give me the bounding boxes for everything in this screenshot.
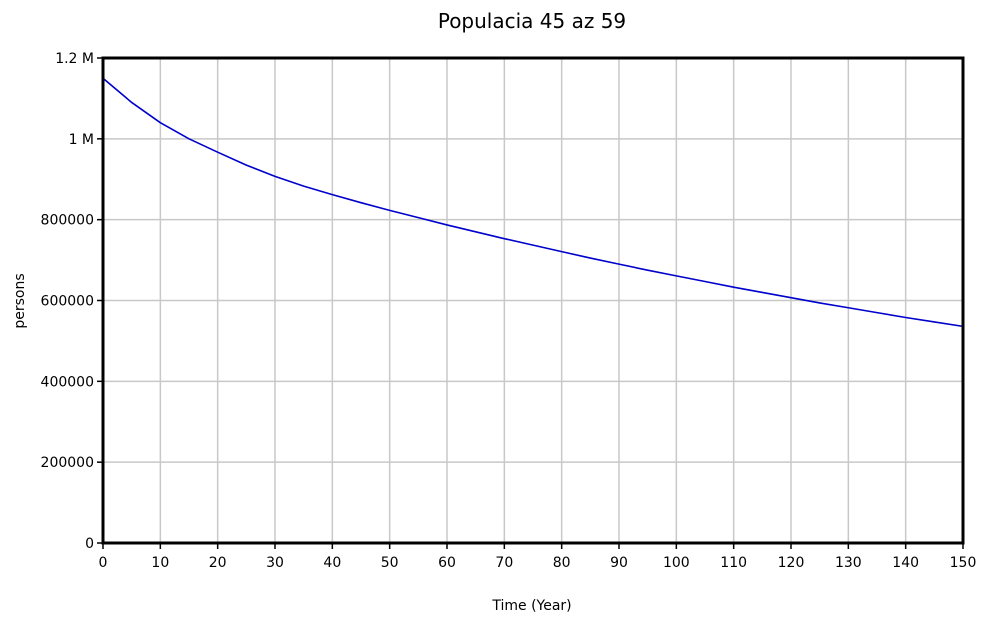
x-tick-label: 40 xyxy=(323,555,341,571)
y-tick-label: 1 M xyxy=(69,132,94,148)
x-tick-label: 130 xyxy=(835,555,862,571)
x-tick-label: 20 xyxy=(209,555,227,571)
y-tick-label: 800000 xyxy=(41,213,94,229)
x-tick-label: 100 xyxy=(663,555,690,571)
x-tick-label: 150 xyxy=(950,555,977,571)
x-tick-label: 30 xyxy=(266,555,284,571)
data-series xyxy=(102,77,964,328)
x-tick-label: 120 xyxy=(778,555,805,571)
chart-title: Populacia 45 az 59 xyxy=(438,9,626,33)
y-tick-label: 600000 xyxy=(41,294,94,310)
y-axis-title: persons xyxy=(12,273,28,328)
x-axis-title: Time (Year) xyxy=(491,598,571,614)
y-tick-label: 0 xyxy=(85,536,94,552)
y-tick-label: 1.2 M xyxy=(55,51,94,67)
x-tick-label: 50 xyxy=(381,555,399,571)
x-tick-label: 80 xyxy=(553,555,571,571)
x-tick-label: 90 xyxy=(610,555,628,571)
y-tick-label: 200000 xyxy=(41,455,94,471)
x-tick-label: 10 xyxy=(151,555,169,571)
x-tick-label: 60 xyxy=(438,555,456,571)
x-tick-label: 0 xyxy=(99,555,108,571)
y-tick-label: 400000 xyxy=(41,374,94,390)
x-tick-label: 70 xyxy=(495,555,513,571)
axis-ticks: 0 10 20 30 40 50 60 70 80 90 100 110 120 130 140 150 0 20… xyxy=(41,51,977,571)
x-tick-label: 110 xyxy=(720,555,747,571)
x-tick-label: 140 xyxy=(892,555,919,571)
series-line xyxy=(102,77,964,328)
